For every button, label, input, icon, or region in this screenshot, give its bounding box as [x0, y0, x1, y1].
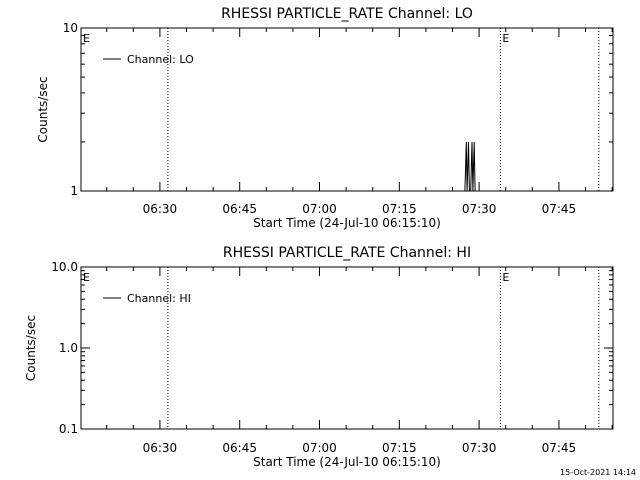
y-axis-label: Counts/sec: [36, 76, 50, 142]
x-tick-label: 07:15: [382, 202, 417, 216]
chart-panel-1: RHESSI PARTICLE_RATE Channel: LO Counts/s…: [36, 6, 614, 230]
x-axis-label: Start Time (24-Jul-10 06:15:10): [253, 455, 441, 469]
x-tick-label: 07:00: [302, 441, 337, 455]
x-tick-label: 07:30: [462, 202, 497, 216]
y-tick-label: 0.1: [59, 422, 78, 436]
legend-label: Channel: LO: [127, 53, 194, 66]
event-marker-label: E: [83, 271, 90, 284]
series-line: [464, 141, 476, 192]
x-tick-label: 06:30: [143, 202, 178, 216]
x-tick-label: 07:00: [302, 202, 337, 216]
legend-label: Channel: HI: [127, 292, 191, 305]
y-tick-label: 1: [70, 184, 78, 198]
footer-timestamp: 15-Oct-2021 14:14: [560, 468, 636, 477]
event-marker-label: E: [502, 271, 509, 284]
chart-title: RHESSI PARTICLE_RATE Channel: LO: [221, 6, 473, 22]
x-tick-label: 07:45: [542, 441, 577, 455]
event-marker-label: E: [83, 32, 90, 45]
event-marker-label: E: [502, 32, 509, 45]
y-tick-label: 10: [63, 21, 78, 35]
chart-panel-2: RHESSI PARTICLE_RATE Channel: HI Counts/s…: [24, 245, 614, 469]
x-tick-label: 06:45: [222, 202, 257, 216]
plot-frame: [80, 27, 614, 192]
y-tick-label: 10.0: [51, 260, 78, 274]
x-tick-label: 06:30: [143, 441, 178, 455]
y-axis-label: Counts/sec: [24, 315, 38, 381]
chart-title: RHESSI PARTICLE_RATE Channel: HI: [223, 245, 471, 261]
x-tick-label: 07:15: [382, 441, 417, 455]
x-tick-label: 07:30: [462, 441, 497, 455]
y-tick-label: 1.0: [59, 341, 78, 355]
x-tick-label: 07:45: [542, 202, 577, 216]
x-tick-label: 06:45: [222, 441, 257, 455]
x-axis-label: Start Time (24-Jul-10 06:15:10): [253, 216, 441, 230]
